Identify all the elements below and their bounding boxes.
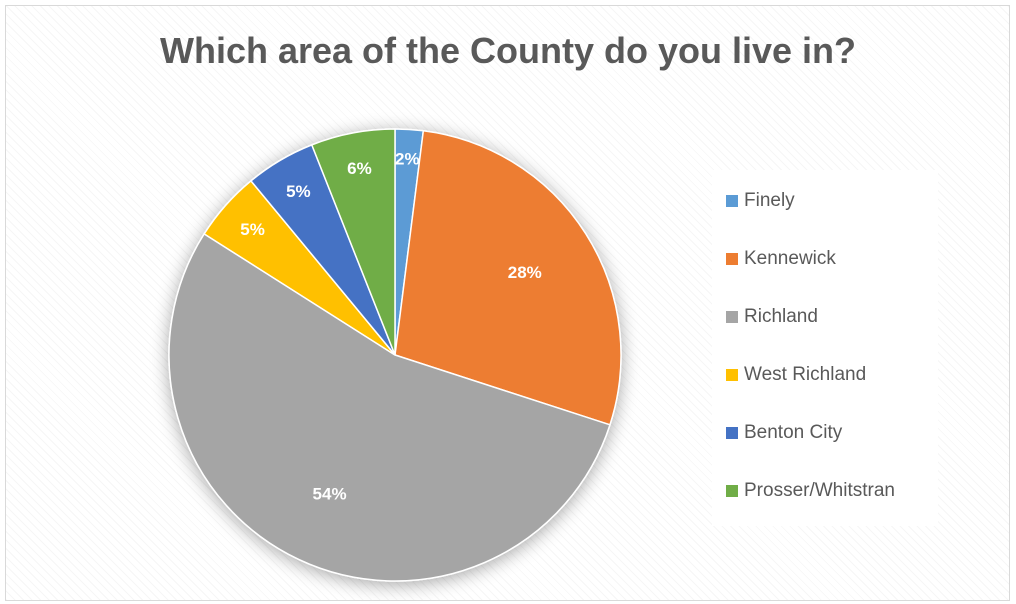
chart-title: Which area of the County do you live in? (159, 30, 857, 71)
data-label-kennewick: 28% (508, 263, 542, 282)
legend-swatch (726, 195, 738, 207)
data-label-finely: 2% (395, 149, 420, 168)
pie-slice-prosser-whitstran (310, 128, 396, 356)
legend-item-richland: Richland (726, 306, 818, 328)
legend-swatch (726, 369, 738, 381)
pie-slice-richland (168, 232, 611, 582)
legend-item-benton-city: Benton City (726, 422, 842, 444)
data-label-west-richland: 5% (240, 220, 265, 239)
legend-swatch (726, 485, 738, 497)
legend-item-kennewick: Kennewick (726, 248, 836, 270)
legend-swatch (726, 253, 738, 265)
legend-swatch (726, 427, 738, 439)
legend-item-prosser-whitstran: Prosser/Whitstran (726, 480, 895, 502)
legend-label: West Richland (744, 364, 867, 385)
legend-item-west-richland: West Richland (726, 364, 866, 386)
legend-label: Finely (744, 190, 795, 211)
legend-label: Prosser/Whitstran (744, 480, 895, 501)
legend-label: Richland (744, 306, 818, 327)
legend-swatch (726, 311, 738, 323)
data-label-prosser-whitstran: 6% (347, 159, 372, 178)
legend-label: Benton City (744, 422, 843, 443)
pie-slice-kennewick (394, 129, 622, 426)
legend-label: Kennewick (744, 248, 836, 269)
data-label-richland: 54% (313, 485, 347, 504)
data-label-benton-city: 5% (286, 182, 311, 201)
legend-item-finely: Finely (726, 190, 795, 212)
legend: Finely Kennewick Richland West Richland Bent… (712, 170, 938, 526)
